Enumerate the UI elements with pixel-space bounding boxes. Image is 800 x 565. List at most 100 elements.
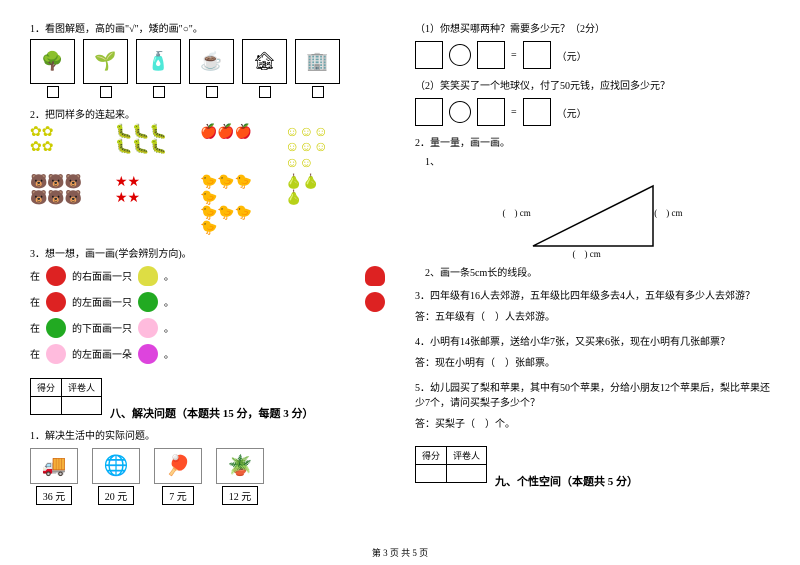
- faces-icon: ☺☺☺☺☺☺☺☺: [285, 125, 340, 171]
- answer-box[interactable]: [206, 86, 218, 98]
- bugs-icon: 🐛🐛🐛🐛🐛🐛: [115, 125, 170, 171]
- globe-icon: 🌐: [92, 448, 140, 484]
- operand-box[interactable]: [415, 41, 443, 69]
- chicks-icon: 🐤🐤🐤🐤🐤🐤🐤🐤: [200, 175, 255, 237]
- q5-answer: 答：买梨子（ ）个。: [415, 415, 770, 430]
- melon-icon: [138, 292, 158, 312]
- answer-box[interactable]: [259, 86, 271, 98]
- apple-icon: [46, 292, 66, 312]
- grader-header: 评卷人: [447, 447, 487, 465]
- measure-part2: 2、画一条5cm长的线段。: [425, 264, 770, 279]
- cup-icon: ☕: [189, 39, 234, 84]
- operator-circle[interactable]: [449, 44, 471, 66]
- text: 的左面画一朵: [72, 346, 132, 361]
- word-q5: 5．幼儿园买了梨和苹果，其中有50个苹果，分给小朋友12个苹果后，梨比苹果还少7…: [415, 379, 770, 430]
- sub-q2-text: （2）笑笑买了一个地球仪，付了50元钱，应找回多少元？: [415, 77, 770, 92]
- operator-circle[interactable]: [449, 101, 471, 123]
- answer-box[interactable]: [100, 86, 112, 98]
- operand-box[interactable]: [477, 98, 505, 126]
- answer-box[interactable]: [47, 86, 59, 98]
- equation-row: = （元）: [415, 98, 770, 126]
- racket-icon: 🏓: [154, 448, 202, 484]
- q2: 2．把同样多的连起来。 ✿✿✿✿ 🐛🐛🐛🐛🐛🐛 🍎🍎🍎 ☺☺☺☺☺☺☺☺ 🐻🐻🐻…: [30, 106, 385, 237]
- hut-icon: 🏚: [242, 39, 287, 84]
- price: 7 元: [162, 486, 194, 505]
- q1: 1．看图解题，高的画"√"，矮的画"○"。 🌳 🌱 🧴 ☕ 🏚 🏢: [30, 20, 385, 98]
- operand-box[interactable]: [415, 98, 443, 126]
- shop-title: 1．解决生活中的实际问题。: [30, 427, 385, 442]
- sub-q2: （2）笑笑买了一个地球仪，付了50元钱，应找回多少元？ = （元）: [415, 77, 770, 126]
- price: 12 元: [222, 486, 259, 505]
- q3-line-4: 在 的左面画一朵 。: [30, 344, 385, 364]
- q1-images: 🌳 🌱 🧴 ☕ 🏚 🏢: [30, 39, 385, 98]
- text: 的下面画一只: [72, 320, 132, 335]
- q3-text: 3．四年级有16人去郊游，五年级比四年级多去4人，五年级有多少人去郊游？: [415, 287, 770, 302]
- grader-cell[interactable]: [62, 396, 102, 414]
- grader-cell[interactable]: [447, 465, 487, 483]
- unit: （元）: [557, 105, 587, 120]
- shop-question: 1．解决生活中的实际问题。 🚚36 元 🌐20 元 🏓7 元 🪴12 元: [30, 427, 385, 505]
- unit: （元）: [557, 48, 587, 63]
- pear-icon: [138, 266, 158, 286]
- peach-icon: [138, 318, 158, 338]
- score-table: 得分评卷人: [30, 378, 102, 415]
- text: 。: [164, 294, 174, 309]
- bears-icon: 🐻🐻🐻🐻🐻🐻: [30, 175, 85, 237]
- radish-icon: [365, 266, 385, 286]
- section-8-title: 八、解决问题（本题共 15 分，每题 3 分）: [110, 405, 314, 421]
- q2-top-row: ✿✿✿✿ 🐛🐛🐛🐛🐛🐛 🍎🍎🍎 ☺☺☺☺☺☺☺☺: [30, 125, 385, 171]
- building-icon: 🏢: [295, 39, 340, 84]
- left-column: 1．看图解题，高的画"√"，矮的画"○"。 🌳 🌱 🧴 ☕ 🏚 🏢 2．把同样多…: [30, 20, 385, 530]
- measure-title: 2．量一量，画一画。: [415, 134, 770, 149]
- side-label: ( ) cm: [503, 206, 531, 219]
- q3-line-1: 在 的右面画一只 。: [30, 266, 385, 286]
- q4-answer: 答：现在小明有（ ）张邮票。: [415, 354, 770, 369]
- score-cell[interactable]: [31, 396, 62, 414]
- text: 的左面画一只: [72, 294, 132, 309]
- sub-q1-text: （1）你想买哪两种？需要多少元？（2分）: [415, 20, 770, 35]
- result-box[interactable]: [523, 98, 551, 126]
- pears-icon: 🍐🍐🍐: [285, 175, 340, 237]
- side-label: ( ) cm: [654, 206, 682, 219]
- text: 在: [30, 320, 40, 335]
- right-column: （1）你想买哪两种？需要多少元？（2分） = （元） （2）笑笑买了一个地球仪，…: [415, 20, 770, 530]
- flowers-icon: ✿✿✿✿: [30, 125, 85, 171]
- answer-box[interactable]: [153, 86, 165, 98]
- apple-icon: [46, 266, 66, 286]
- text: 。: [164, 346, 174, 361]
- sub-q1: （1）你想买哪两种？需要多少元？（2分） = （元）: [415, 20, 770, 69]
- word-q3: 3．四年级有16人去郊游，五年级比四年级多去4人，五年级有多少人去郊游？ 答：五…: [415, 287, 770, 323]
- grader-header: 评卷人: [62, 378, 102, 396]
- section-8-head: 得分评卷人 八、解决问题（本题共 15 分，每题 3 分）: [30, 372, 385, 421]
- measure-q: 2．量一量，画一画。 1、 ( ) cm ( ) cm ( ) cm 2、画一条…: [415, 134, 770, 279]
- equation-row: = （元）: [415, 41, 770, 69]
- text: 在: [30, 346, 40, 361]
- answer-box[interactable]: [312, 86, 324, 98]
- result-box[interactable]: [523, 41, 551, 69]
- q3-line-3: 在 的下面画一只 。: [30, 318, 385, 338]
- page-footer: 第 3 页 共 5 页: [0, 546, 800, 559]
- text: 在: [30, 268, 40, 283]
- q3-line-2: 在 的左面画一只 。: [30, 292, 385, 312]
- flower-icon: [138, 344, 158, 364]
- apple-icon: [365, 292, 385, 312]
- score-cell[interactable]: [416, 465, 447, 483]
- equals: =: [511, 107, 517, 118]
- side-label: ( ) cm: [573, 247, 601, 260]
- q2-bottom-row: 🐻🐻🐻🐻🐻🐻 ★★★★ 🐤🐤🐤🐤🐤🐤🐤🐤 🍐🍐🍐: [30, 175, 385, 237]
- shop-items: 🚚36 元 🌐20 元 🏓7 元 🪴12 元: [30, 448, 385, 505]
- q3: 3．想一想，画一画(学会辨别方向)。 在 的右面画一只 。 在 的左面画一只 。…: [30, 245, 385, 364]
- pot-icon: 🪴: [216, 448, 264, 484]
- word-q4: 4．小明有14张邮票，送给小华7张，又买来6张，现在小明有几张邮票？ 答：现在小…: [415, 333, 770, 369]
- text: 的右面画一只: [72, 268, 132, 283]
- operand-box[interactable]: [477, 41, 505, 69]
- measure-part1: 1、: [425, 153, 770, 168]
- melon-icon: [46, 318, 66, 338]
- score-table: 得分评卷人: [415, 446, 487, 483]
- q1-title: 1．看图解题，高的画"√"，矮的画"○"。: [30, 20, 385, 35]
- q4-text: 4．小明有14张邮票，送给小华7张，又买来6张，现在小明有几张邮票？: [415, 333, 770, 348]
- q3-answer: 答：五年级有（ ）人去郊游。: [415, 308, 770, 323]
- score-header: 得分: [416, 447, 447, 465]
- price: 20 元: [98, 486, 135, 505]
- truck-icon: 🚚: [30, 448, 78, 484]
